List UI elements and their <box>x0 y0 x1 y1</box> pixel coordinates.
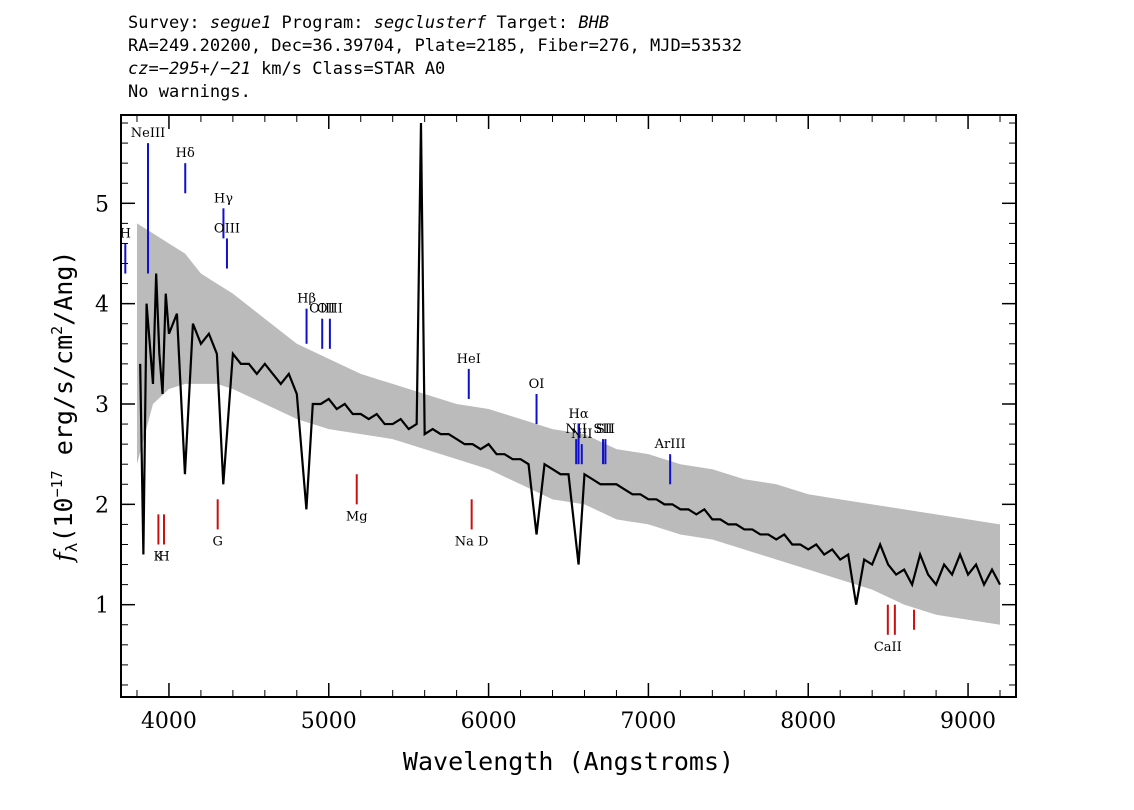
line-marker-label: Mg <box>346 509 368 524</box>
x-axis-title: Wavelength (Angstroms) <box>403 747 734 776</box>
plot-frame <box>120 114 1017 698</box>
line-marker-label: SII <box>596 422 615 437</box>
line-marker-label: CaII <box>874 640 902 655</box>
line-marker-label: K <box>154 549 164 564</box>
header-line-warnings: No warnings. <box>128 82 251 102</box>
x-tick-label: 8000 <box>780 709 836 734</box>
line-marker-label: NeIII <box>131 126 165 141</box>
header-line-velocity: cz=−295+/−21 km/s Class=STAR A0 <box>128 59 446 79</box>
line-marker-label: Hγ <box>214 191 233 206</box>
line-marker-label: NII <box>565 422 587 437</box>
y-tick-label: 3 <box>95 393 109 418</box>
axis-ticks: 4000 5000 6000 7000 8000 9000 1 2 3 4 5 <box>95 115 1016 734</box>
line-marker-label: Hβ <box>297 292 316 307</box>
plot-area <box>136 123 1001 625</box>
line-marker-label: SII <box>593 422 612 437</box>
error-band <box>136 223 1001 625</box>
y-tick-label: 2 <box>95 493 109 518</box>
line-marker-label: NII <box>571 427 593 442</box>
line-marker-label: ArIII <box>654 437 686 452</box>
line-marker-label: H <box>120 226 131 241</box>
line-marker-label: HeI <box>457 352 481 367</box>
y-tick-label: 4 <box>95 293 109 318</box>
line-marker-label: OIII <box>309 302 335 317</box>
x-tick-label: 4000 <box>141 709 197 734</box>
x-tick-label: 7000 <box>620 709 676 734</box>
y-tick-label: 1 <box>95 594 109 619</box>
x-tick-label: 6000 <box>461 709 517 734</box>
line-marker-label: Na D <box>455 534 489 549</box>
line-marker-label: H <box>158 549 169 564</box>
y-axis-title-units: (10 <box>49 497 78 542</box>
line-marker-label: OIII <box>214 221 240 236</box>
header-line-survey: Survey: segue1 Program: segclusterf Targ… <box>128 13 610 33</box>
y-tick-label: 5 <box>95 192 109 217</box>
y-axis-title-sub: λ <box>62 542 81 552</box>
y-axis-title-exp2: 2 <box>48 326 66 335</box>
line-marker-label: Hα <box>569 407 589 422</box>
y-axis-title-end: /Ang) <box>49 251 78 326</box>
header-line-coordinates: RA=249.20200, Dec=36.39704, Plate=2185, … <box>128 36 743 56</box>
y-axis-title-rest: erg/s/cm <box>49 335 78 470</box>
line-marker-label: OI <box>529 377 545 392</box>
line-marker-label: OIII <box>317 302 343 317</box>
y-axis-title-f: f <box>49 548 78 563</box>
line-marker-label: G <box>212 534 222 549</box>
x-tick-label: 5000 <box>301 709 357 734</box>
flux-line <box>139 123 1001 605</box>
spectrum-header: Survey: segue1 Program: segclusterf Targ… <box>128 12 742 104</box>
line-marker-label: Hδ <box>176 146 195 161</box>
y-axis-title: fλ(10−17 erg/s/cm2/Ang) <box>48 251 81 564</box>
y-axis-title-exp: −17 <box>48 470 66 497</box>
x-tick-label: 9000 <box>940 709 996 734</box>
